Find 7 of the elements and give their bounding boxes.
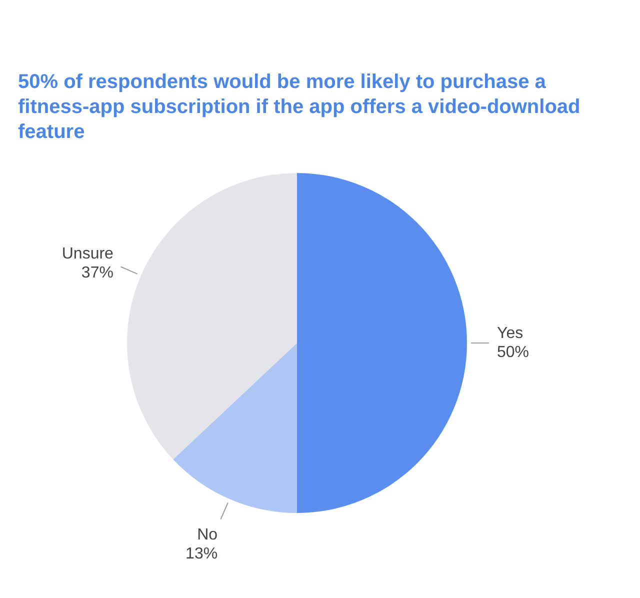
slice-label: No [197, 526, 218, 544]
chart-title: 50% of respondents would be more likely to purchase a fitness-app subscription if the app offers a video-download feature [17, 70, 582, 143]
data-label: 37% [81, 264, 114, 282]
data-label: 50% [497, 344, 530, 361]
slice-label: Yes [497, 324, 524, 342]
data-label: 13% [186, 545, 218, 562]
slice-label: Unsure [62, 245, 114, 262]
